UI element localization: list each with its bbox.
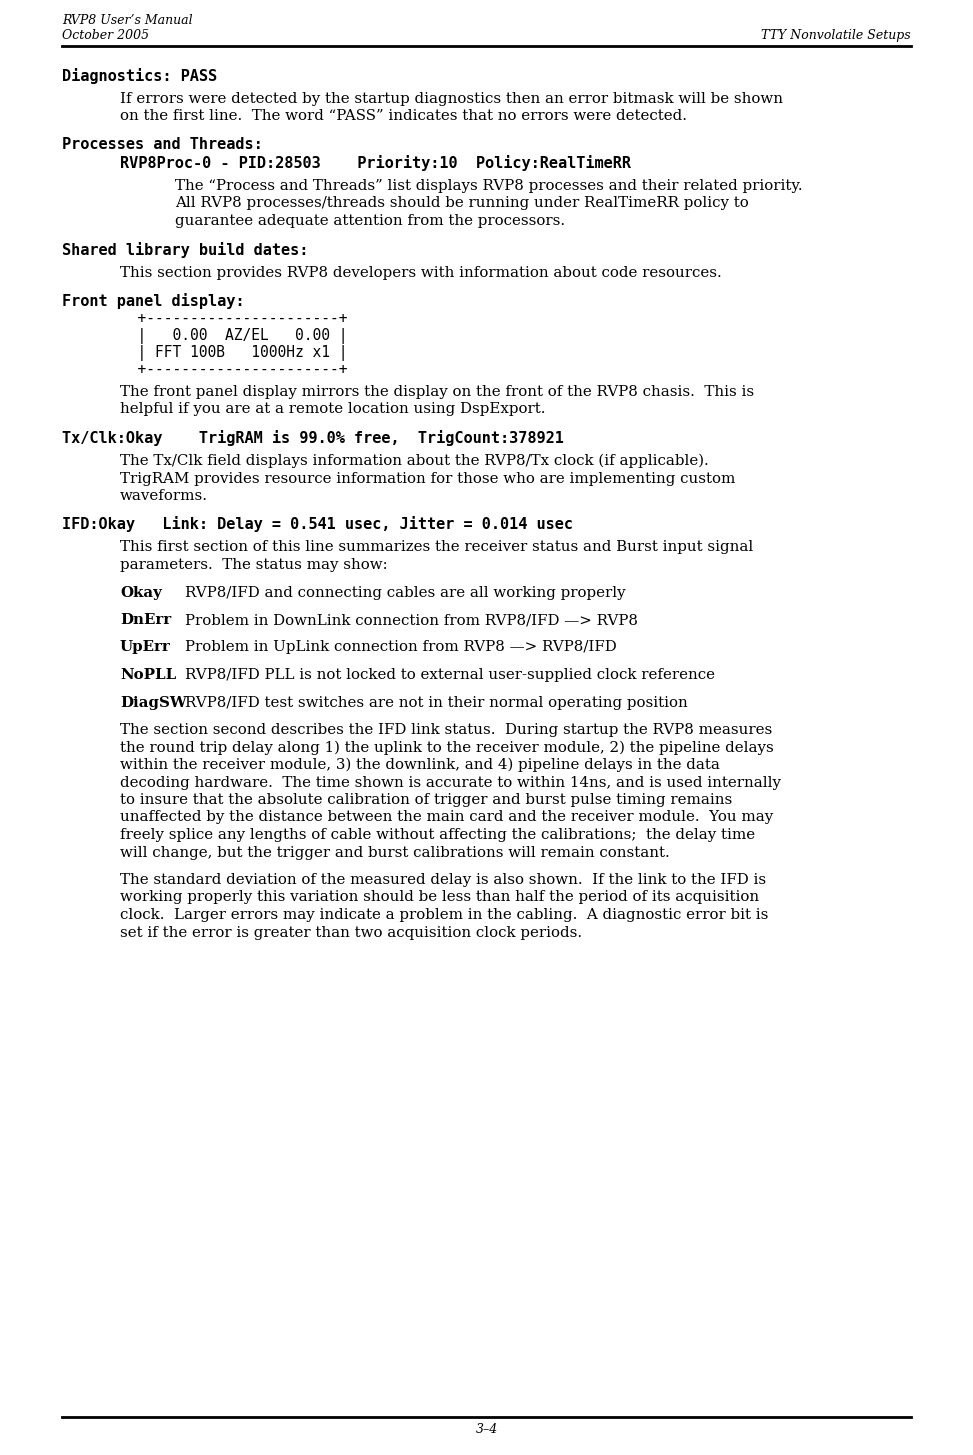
Text: DiagSW: DiagSW <box>120 695 187 710</box>
Text: UpErr: UpErr <box>120 640 170 655</box>
Text: | FFT 100B   1000Hz x1 |: | FFT 100B 1000Hz x1 | <box>120 345 347 361</box>
Text: clock.  Larger errors may indicate a problem in the cabling.  A diagnostic error: clock. Larger errors may indicate a prob… <box>120 908 769 922</box>
Text: set if the error is greater than two acquisition clock periods.: set if the error is greater than two acq… <box>120 925 582 940</box>
Text: The standard deviation of the measured delay is also shown.  If the link to the : The standard deviation of the measured d… <box>120 873 766 888</box>
Text: decoding hardware.  The time shown is accurate to within 14ns, and is used inter: decoding hardware. The time shown is acc… <box>120 776 781 790</box>
Text: If errors were detected by the startup diagnostics then an error bitmask will be: If errors were detected by the startup d… <box>120 92 783 106</box>
Text: to insure that the absolute calibration of trigger and burst pulse timing remain: to insure that the absolute calibration … <box>120 793 733 808</box>
Text: NoPLL: NoPLL <box>120 668 176 682</box>
Text: DnErr: DnErr <box>120 613 171 627</box>
Text: RVP8/IFD test switches are not in their normal operating position: RVP8/IFD test switches are not in their … <box>185 695 688 710</box>
Text: |   0.00  AZ/EL   0.00 |: | 0.00 AZ/EL 0.00 | <box>120 327 347 343</box>
Text: Shared library build dates:: Shared library build dates: <box>62 242 308 258</box>
Text: All RVP8 processes/threads should be running under RealTimeRR policy to: All RVP8 processes/threads should be run… <box>175 196 749 211</box>
Text: unaffected by the distance between the main card and the receiver module.  You m: unaffected by the distance between the m… <box>120 810 774 825</box>
Text: RVP8/IFD and connecting cables are all working properly: RVP8/IFD and connecting cables are all w… <box>185 585 626 599</box>
Text: The front panel display mirrors the display on the front of the RVP8 chasis.  Th: The front panel display mirrors the disp… <box>120 386 754 399</box>
Text: The Tx/Clk field displays information about the RVP8/Tx clock (if applicable).: The Tx/Clk field displays information ab… <box>120 454 708 469</box>
Text: will change, but the trigger and burst calibrations will remain constant.: will change, but the trigger and burst c… <box>120 845 669 860</box>
Text: working properly this variation should be less than half the period of its acqui: working properly this variation should b… <box>120 890 759 905</box>
Text: on the first line.  The word “PASS” indicates that no errors were detected.: on the first line. The word “PASS” indic… <box>120 109 687 124</box>
Text: freely splice any lengths of cable without affecting the calibrations;  the dela: freely splice any lengths of cable witho… <box>120 828 755 842</box>
Text: The “Process and Threads” list displays RVP8 processes and their related priorit: The “Process and Threads” list displays … <box>175 179 803 194</box>
Text: RVP8Proc-0 - PID:28503    Priority:10  Policy:RealTimeRR: RVP8Proc-0 - PID:28503 Priority:10 Polic… <box>120 156 631 172</box>
Text: 3–4: 3–4 <box>476 1423 497 1436</box>
Text: Problem in UpLink connection from RVP8 —> RVP8/IFD: Problem in UpLink connection from RVP8 —… <box>185 640 617 655</box>
Text: This first section of this line summarizes the receiver status and Burst input s: This first section of this line summariz… <box>120 540 753 554</box>
Text: Front panel display:: Front panel display: <box>62 292 244 308</box>
Text: the round trip delay along 1) the uplink to the receiver module, 2) the pipeline: the round trip delay along 1) the uplink… <box>120 741 774 755</box>
Text: +----------------------+: +----------------------+ <box>120 362 347 377</box>
Text: This section provides RVP8 developers with information about code resources.: This section provides RVP8 developers wi… <box>120 265 722 279</box>
Text: parameters.  The status may show:: parameters. The status may show: <box>120 559 387 572</box>
Text: Diagnostics: PASS: Diagnostics: PASS <box>62 68 217 84</box>
Text: TTY Nonvolatile Setups: TTY Nonvolatile Setups <box>762 29 911 42</box>
Text: waveforms.: waveforms. <box>120 489 208 503</box>
Text: The section second describes the IFD link status.  During startup the RVP8 measu: The section second describes the IFD lin… <box>120 723 773 738</box>
Text: TrigRAM provides resource information for those who are implementing custom: TrigRAM provides resource information fo… <box>120 471 736 486</box>
Text: Okay: Okay <box>120 585 162 599</box>
Text: October 2005: October 2005 <box>62 29 149 42</box>
Text: within the receiver module, 3) the downlink, and 4) pipeline delays in the data: within the receiver module, 3) the downl… <box>120 758 720 773</box>
Text: IFD:Okay   Link: Delay = 0.541 usec, Jitter = 0.014 usec: IFD:Okay Link: Delay = 0.541 usec, Jitte… <box>62 517 573 533</box>
Text: helpful if you are at a remote location using DspExport.: helpful if you are at a remote location … <box>120 403 546 416</box>
Text: Tx/Clk:Okay    TrigRAM is 99.0% free,  TrigCount:378921: Tx/Clk:Okay TrigRAM is 99.0% free, TrigC… <box>62 431 564 447</box>
Text: Processes and Threads:: Processes and Threads: <box>62 137 263 151</box>
Text: Problem in DownLink connection from RVP8/IFD —> RVP8: Problem in DownLink connection from RVP8… <box>185 613 638 627</box>
Text: +----------------------+: +----------------------+ <box>120 311 347 326</box>
Text: RVP8/IFD PLL is not locked to external user-supplied clock reference: RVP8/IFD PLL is not locked to external u… <box>185 668 715 682</box>
Text: guarantee adequate attention from the processors.: guarantee adequate attention from the pr… <box>175 214 565 228</box>
Text: RVP8 User’s Manual: RVP8 User’s Manual <box>62 15 193 28</box>
